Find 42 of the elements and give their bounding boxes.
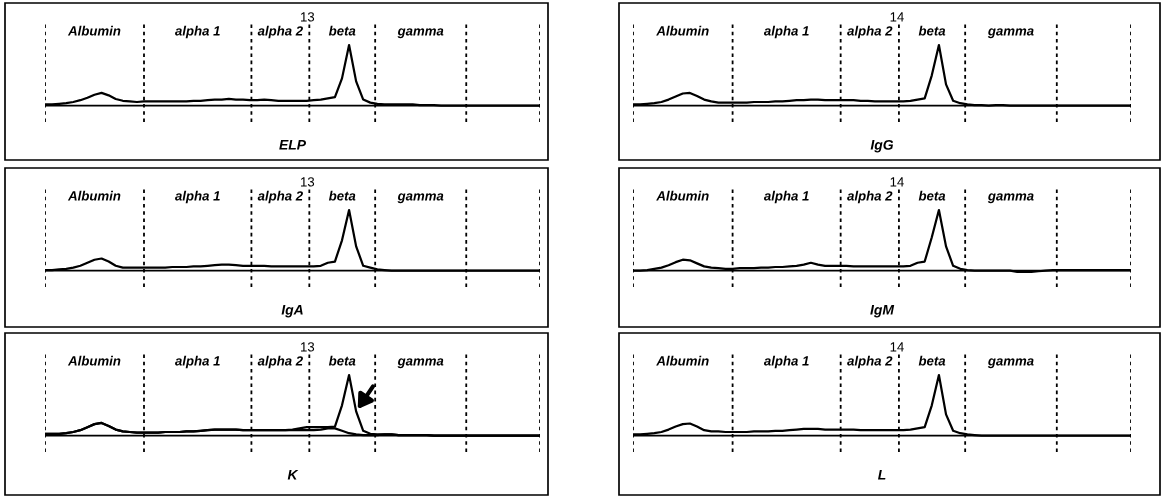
text: ELP [279,140,307,150]
text: beta [328,25,356,36]
text: 13 [301,12,315,22]
text: alpha 1 [175,25,220,39]
text: L [878,470,886,480]
text: alpha 1 [175,190,220,204]
text: alpha 2 [257,190,303,204]
text: Albumin [656,25,709,36]
text: 13 [301,342,315,352]
text: alpha 1 [763,25,809,39]
text: beta [328,190,356,201]
text: 13 [301,177,315,187]
text: alpha 1 [763,355,809,369]
text: gamma [397,28,444,39]
text: alpha 1 [763,190,809,204]
text: IgG [870,139,894,153]
text: Albumin [67,25,121,36]
text: beta [918,25,946,36]
text: beta [918,190,946,201]
text: 14 [890,177,904,187]
text: IgM [870,305,895,318]
text: IgA [281,305,303,318]
text: Albumin [67,355,121,366]
text: gamma [987,358,1034,369]
text: Albumin [67,190,121,201]
text: alpha 2 [257,355,303,369]
text: gamma [987,193,1034,204]
text: beta [918,355,946,366]
text: 14 [890,342,904,352]
text: 14 [890,12,904,22]
text: alpha 2 [257,25,303,39]
text: gamma [397,358,444,369]
text: alpha 2 [847,355,893,369]
text: Albumin [656,355,709,366]
text: gamma [397,193,444,204]
text: alpha 1 [175,355,220,369]
text: beta [328,355,356,366]
text: Albumin [656,190,709,201]
text: K [287,470,299,480]
text: gamma [987,28,1034,39]
text: alpha 2 [847,190,893,204]
text: alpha 2 [847,25,893,39]
